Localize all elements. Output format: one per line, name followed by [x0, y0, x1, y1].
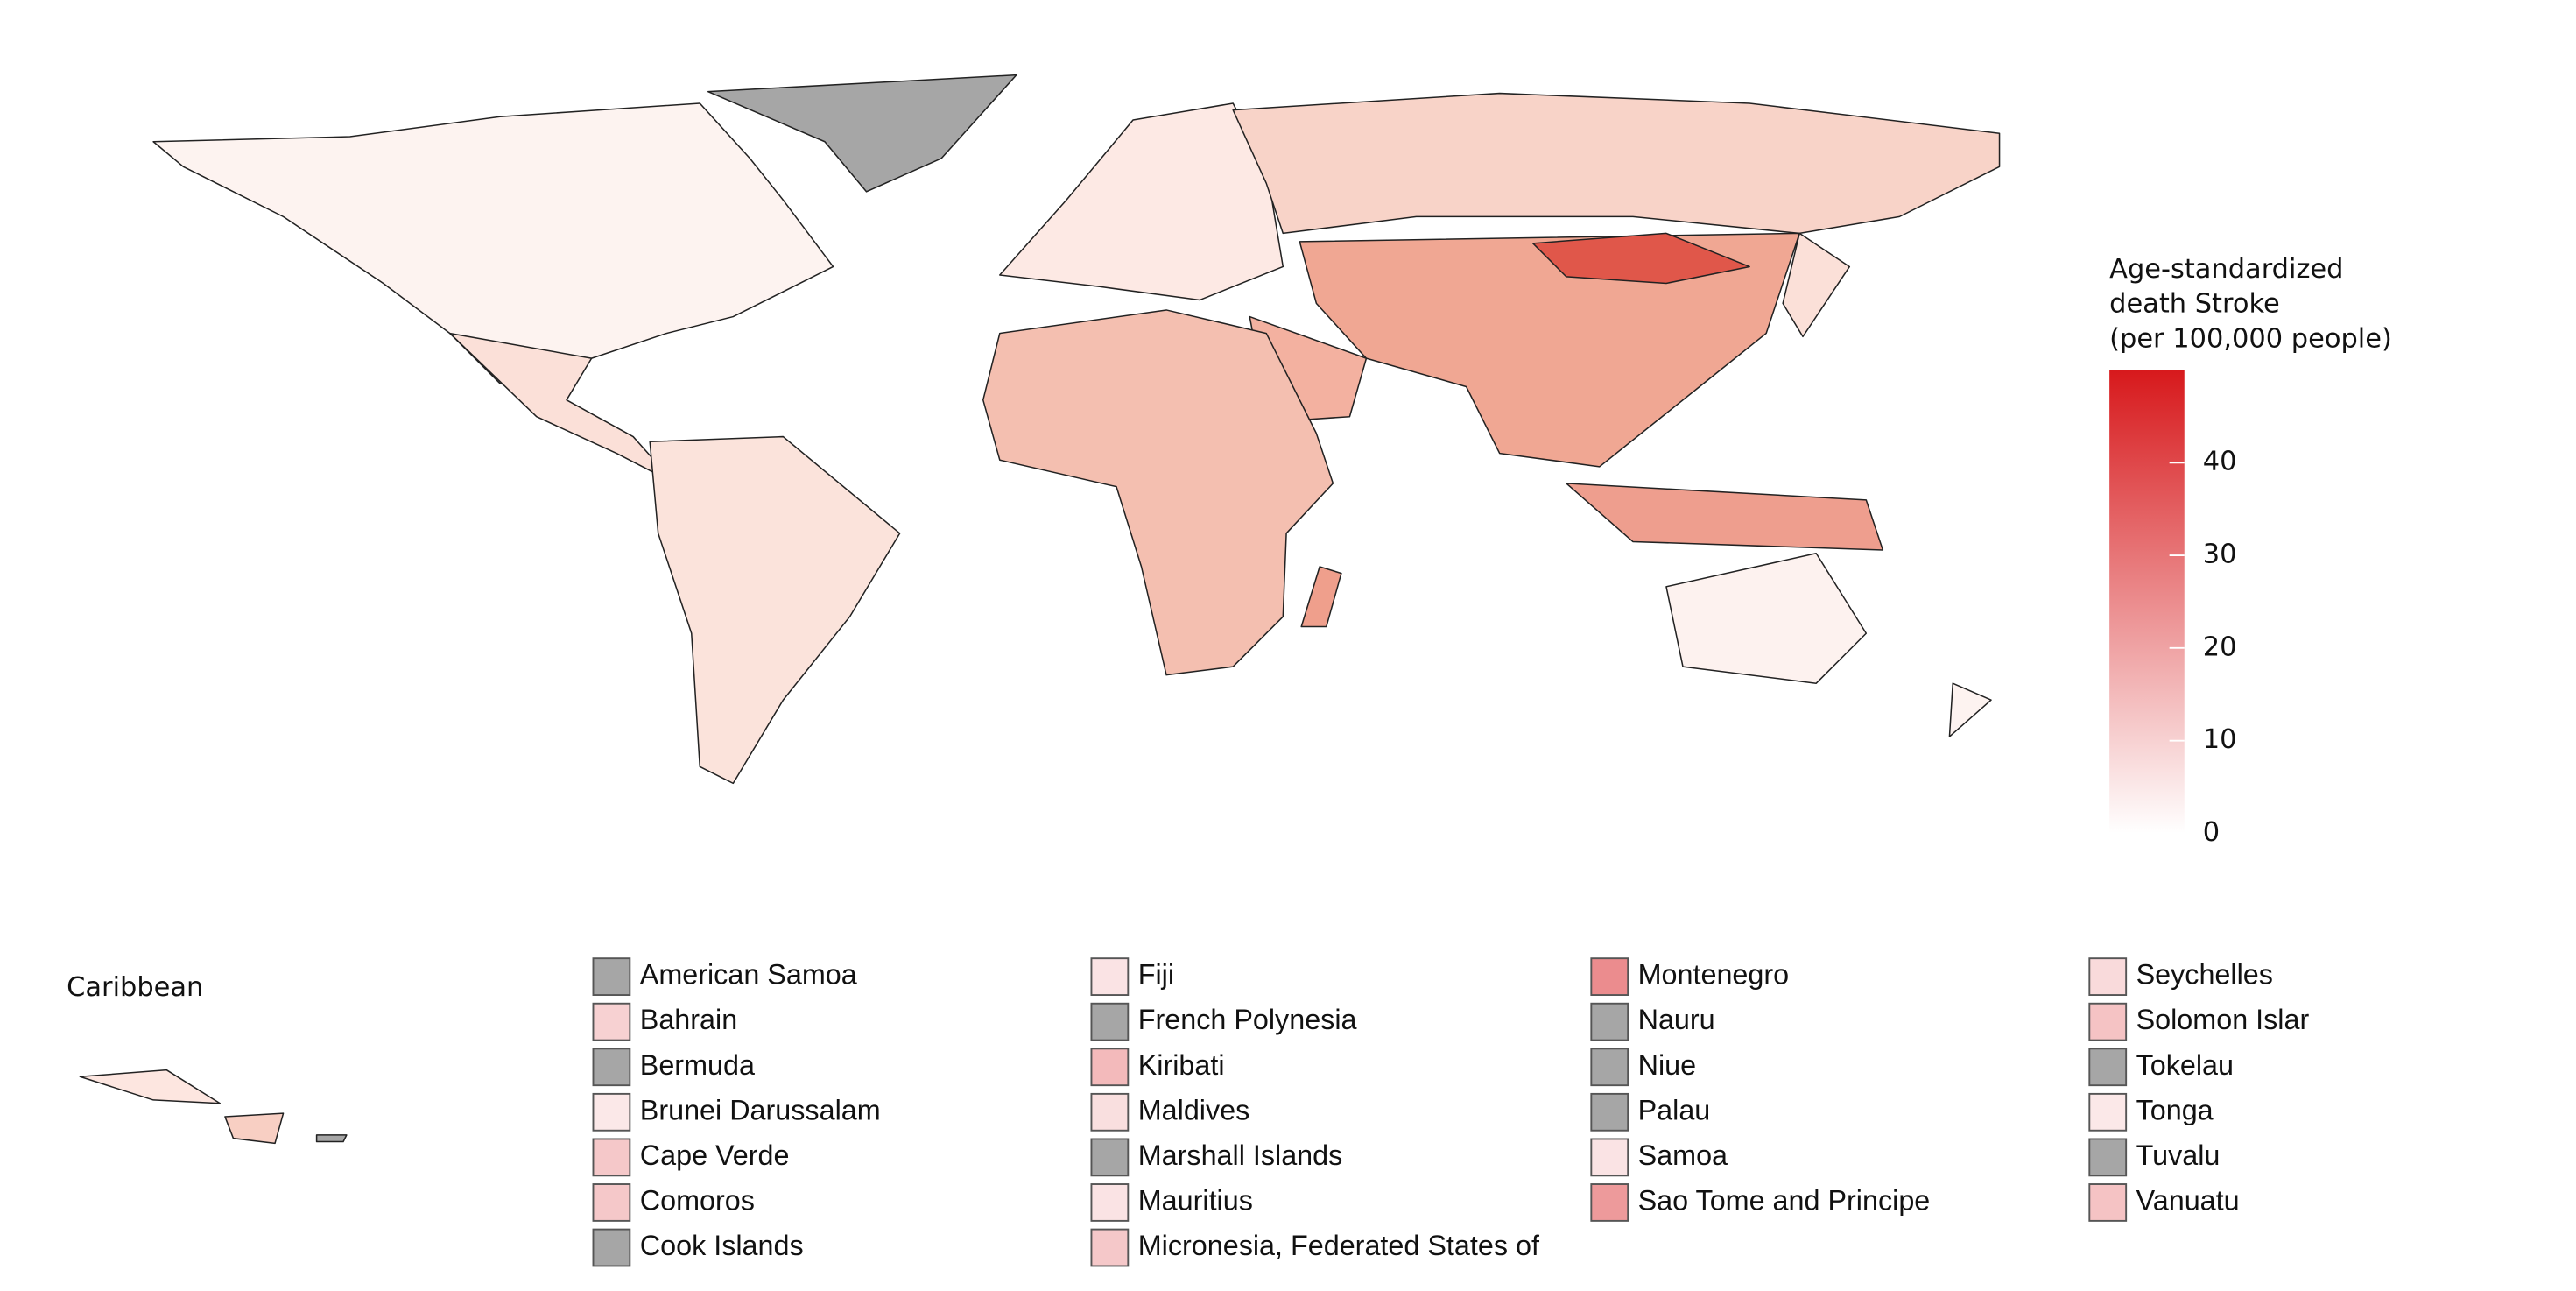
colorbar-tick-label: 30	[2203, 540, 2237, 570]
state-swatch	[1590, 1092, 1629, 1132]
state-swatch	[1590, 1002, 1629, 1041]
puerto-rico	[315, 1134, 348, 1143]
state-name: Samoa	[1638, 1139, 1728, 1171]
state-swatch	[1090, 1002, 1130, 1041]
colorbar-tick-label: 20	[2203, 631, 2237, 662]
new-zealand	[1948, 682, 1992, 737]
southeast-asia	[1566, 483, 1884, 551]
madagascar	[1300, 566, 1342, 628]
state-swatch	[1590, 1183, 1629, 1222]
state-swatch	[592, 1138, 631, 1177]
state-name: Tuvalu	[2136, 1139, 2221, 1171]
small-states-legend: American Samoa Bahrain Bermuda Brunei Darus…	[592, 957, 2310, 1267]
state-name: Montenegro	[1638, 959, 1790, 991]
state-swatch	[1590, 1138, 1629, 1177]
state-name: Bermuda	[640, 1049, 755, 1081]
state-name: American Samoa	[640, 959, 857, 991]
caribbean-inset: Caribbean	[67, 972, 348, 1145]
cuba	[79, 1069, 221, 1104]
south-america	[649, 435, 901, 785]
legend-title: (per 100,000 people)	[2109, 324, 2392, 355]
state-swatch	[592, 1048, 631, 1087]
state-swatch	[2088, 957, 2128, 996]
state-swatch	[1090, 1092, 1130, 1132]
state-name: Cape Verde	[640, 1139, 790, 1171]
state-swatch	[1090, 957, 1130, 996]
state-swatch	[1090, 1228, 1130, 1267]
state-swatch	[2088, 1002, 2128, 1041]
state-name: Tokelau	[2136, 1049, 2234, 1081]
state-swatch	[592, 1092, 631, 1132]
state-name: Cook Islands	[640, 1230, 804, 1261]
state-swatch	[1090, 1048, 1130, 1087]
state-name: Seychelles	[2136, 959, 2273, 991]
state-swatch	[2088, 1138, 2128, 1177]
state-name: Nauru	[1638, 1004, 1715, 1035]
state-name: Mauritius	[1138, 1185, 1253, 1217]
hispaniola	[224, 1112, 285, 1145]
colorbar	[2109, 370, 2185, 834]
japan	[1782, 232, 1851, 338]
europe	[999, 102, 1284, 301]
state-swatch	[1590, 1048, 1629, 1087]
colorbar-tick-label: 0	[2203, 817, 2220, 848]
mongolia	[1531, 232, 1750, 285]
africa	[982, 309, 1334, 676]
state-name: Marshall Islands	[1138, 1139, 1343, 1171]
state-name: Bahrain	[640, 1004, 737, 1035]
state-name: Kiribati	[1138, 1049, 1225, 1081]
russia	[1232, 92, 2001, 235]
state-swatch	[1090, 1183, 1130, 1222]
state-swatch	[2088, 1092, 2128, 1132]
state-swatch	[2088, 1183, 2128, 1222]
color-legend: Age-standardized death Stroke (per 100,0…	[2109, 254, 2392, 848]
state-name: Solomon Islar	[2136, 1004, 2310, 1035]
state-swatch	[592, 1002, 631, 1041]
asia	[1299, 232, 1800, 468]
state-swatch	[592, 1183, 631, 1222]
world-map	[152, 74, 2001, 785]
state-swatch	[592, 1228, 631, 1267]
state-swatch	[592, 957, 631, 996]
central-america	[449, 332, 676, 484]
state-swatch	[2088, 1048, 2128, 1087]
state-name: Brunei Darussalam	[640, 1094, 881, 1125]
legend-title: Age-standardized	[2109, 254, 2343, 285]
state-name: Sao Tome and Principe	[1638, 1185, 1931, 1217]
australia	[1665, 553, 1868, 684]
state-name: Micronesia, Federated States of	[1138, 1230, 1540, 1261]
north-america	[152, 102, 834, 401]
state-name: Tonga	[2136, 1094, 2214, 1125]
colorbar-tick-label: 10	[2203, 724, 2237, 755]
state-swatch	[1590, 957, 1629, 996]
state-name: Palau	[1638, 1094, 1711, 1125]
state-name: Vanuatu	[2136, 1185, 2240, 1217]
colorbar-tick-label: 40	[2203, 447, 2237, 477]
legend-title: death Stroke	[2109, 289, 2280, 320]
state-name: French Polynesia	[1138, 1004, 1357, 1035]
greenland	[707, 74, 1017, 193]
state-name: Fiji	[1138, 959, 1174, 991]
state-name: Niue	[1638, 1049, 1697, 1081]
state-name: Comoros	[640, 1185, 755, 1217]
state-name: Maldives	[1138, 1094, 1250, 1125]
inset-title: Caribbean	[67, 972, 203, 1003]
state-swatch	[1090, 1138, 1130, 1177]
